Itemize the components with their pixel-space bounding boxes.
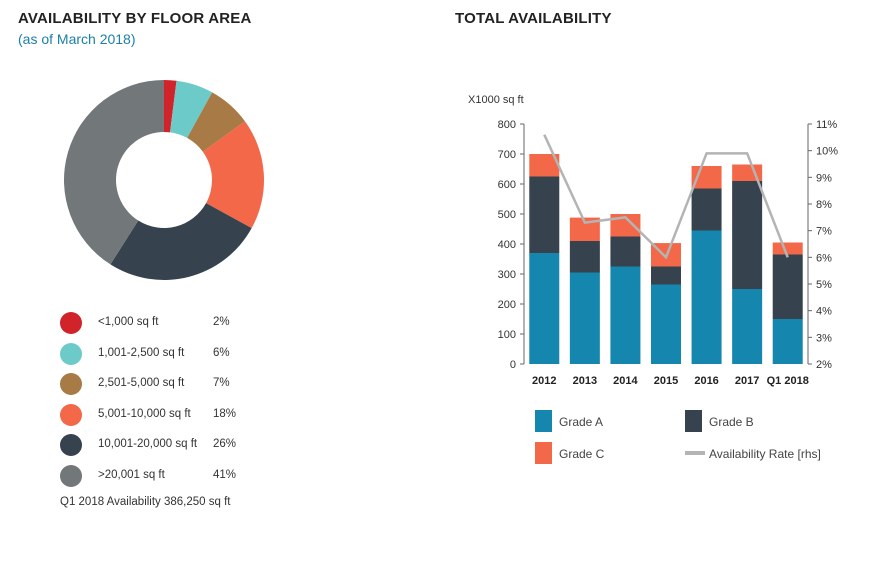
bar-segment [569, 272, 600, 364]
y-tick-label: 700 [498, 149, 516, 161]
x-tick-label: Q1 2018 [767, 375, 809, 387]
bar-segment [691, 188, 722, 231]
bar-legend-item: Grade A [535, 410, 685, 432]
bar-legend-item: Grade B [685, 410, 835, 432]
y-tick-label: 200 [498, 299, 516, 311]
x-tick-label: 2015 [654, 375, 678, 387]
bar-segment [610, 214, 641, 237]
x-tick-label: 2012 [532, 375, 556, 387]
bar-segment [732, 181, 763, 289]
bar-legend-item: Grade C [535, 442, 685, 464]
legend-item: 10,001-20,000 sq ft 26% [60, 434, 260, 458]
bar-segment [732, 164, 763, 181]
legend-label: 2,501-5,000 sq ft [98, 377, 185, 390]
x-tick-label: 2016 [694, 375, 718, 387]
bar-legend-label: Grade C [559, 447, 605, 461]
donut-slice [164, 80, 177, 133]
donut-chart-title: AVAILABILITY BY FLOOR AREA [18, 10, 252, 27]
bar-segment [610, 236, 641, 267]
y-tick-label: 500 [498, 209, 516, 221]
bar-segment [772, 319, 803, 364]
availability-rate-line [543, 134, 789, 260]
y-axis-unit-label: X1000 sq ft [468, 94, 524, 106]
legend-swatch [60, 312, 82, 334]
bar-segment [651, 266, 681, 285]
legend-percent: 26% [213, 438, 237, 451]
y-tick-label: 100 [498, 329, 516, 341]
bar-segment [529, 176, 560, 253]
legend-label: 1,001-2,500 sq ft [98, 346, 185, 359]
y-tick-label: 300 [498, 269, 516, 281]
y2-tick-label: 6% [816, 252, 832, 264]
y2-tick-label: 5% [816, 279, 832, 291]
legend-item: 5,001-10,000 sq ft 18% [60, 403, 260, 428]
bar-segment [529, 253, 560, 364]
x-tick-label: 2014 [613, 375, 638, 387]
bar-chart: X1000 sq ft 0 100 200 300 400 500 600 700 800 2% 3%… [468, 94, 838, 387]
donut-slice [187, 92, 245, 152]
donut-slice [170, 80, 213, 138]
legend-swatch [60, 434, 82, 457]
bar-segment [772, 254, 803, 319]
legend-percent: 6% [213, 346, 230, 359]
availability-footnote: Q1 2018 Availability 386,250 sq ft [60, 496, 231, 508]
y2-tick-label: 7% [816, 226, 832, 238]
legend-percent: 7% [213, 377, 230, 390]
y2-tick-label: 11% [816, 119, 837, 131]
y2-tick-label: 9% [816, 172, 832, 184]
legend-swatch [60, 342, 82, 365]
legend-percent: 2% [213, 316, 230, 328]
bar-legend-item: Availability Rate [rhs] [685, 442, 835, 464]
y-tick-label: 400 [498, 239, 516, 251]
legend-label: 10,001-20,000 sq ft [98, 438, 198, 451]
bar-segment [772, 242, 803, 255]
y2-tick-label: 3% [816, 332, 832, 344]
bar-segment [610, 266, 641, 364]
y2-tick-label: 4% [816, 306, 832, 318]
bar-segment [691, 230, 722, 364]
y2-tick-label: 8% [816, 199, 832, 211]
y-tick-label: 800 [498, 119, 516, 131]
bar-segment [569, 217, 600, 241]
donut-chart [64, 80, 264, 280]
legend-label: >20,001 sq ft [98, 469, 165, 481]
bar-legend-line-swatch [685, 451, 705, 455]
bar-legend-label: Grade B [709, 415, 754, 429]
legend-swatch [60, 465, 82, 487]
bar-segment [569, 241, 600, 273]
legend-swatch [60, 373, 82, 396]
y2-tick-label: 2% [816, 359, 832, 371]
legend-label: <1,000 sq ft [98, 316, 159, 328]
donut-slice [202, 121, 264, 229]
bar-legend-swatch [535, 410, 552, 432]
bar-legend-label: Grade A [559, 415, 604, 429]
legend-item: <1,000 sq ft 2% [60, 312, 260, 336]
legend-percent: 18% [213, 407, 237, 420]
donut-slice [110, 203, 252, 280]
bar-segment [732, 289, 763, 364]
bar-legend-swatch [535, 442, 552, 464]
x-tick-label: 2017 [735, 375, 759, 387]
bar-segment [529, 154, 560, 177]
legend-percent: 41% [213, 469, 237, 481]
legend-label: 5,001-10,000 sq ft [98, 407, 191, 420]
bar-legend-swatch [685, 410, 702, 432]
bar-chart-title: TOTAL AVAILABILITY [455, 10, 612, 27]
bar-legend-label: Availability Rate [rhs] [709, 447, 821, 461]
y-tick-label: 600 [498, 179, 516, 191]
bar-segment [651, 284, 681, 364]
legend-item: 1,001-2,500 sq ft 6% [60, 342, 260, 367]
legend-item: >20,001 sq ft 41% [60, 465, 260, 489]
y2-tick-label: 10% [816, 146, 838, 158]
x-tick-label: 2013 [573, 375, 597, 387]
donut-slice [64, 80, 164, 265]
legend-swatch [60, 403, 82, 426]
donut-chart-subtitle: (as of March 2018) [18, 31, 136, 47]
legend-item: 2,501-5,000 sq ft 7% [60, 373, 260, 397]
y-tick-label: 0 [510, 359, 516, 371]
